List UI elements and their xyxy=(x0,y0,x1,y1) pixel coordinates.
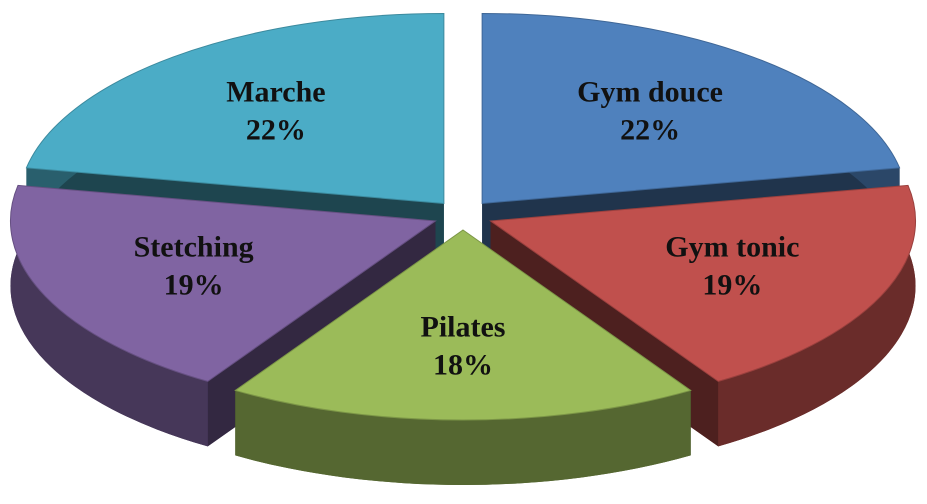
slice-value-label: 22% xyxy=(620,114,680,147)
slice-side xyxy=(718,185,916,447)
slice-label: Marche xyxy=(226,76,325,109)
slice: Pilates 18% xyxy=(234,229,692,485)
slice-value-label: 18% xyxy=(433,349,493,382)
slice-top xyxy=(234,229,692,421)
slice-side xyxy=(235,390,691,485)
slice-value-label: 19% xyxy=(702,269,762,302)
slice-label: Gym tonic xyxy=(665,231,799,264)
slice-value-label: 19% xyxy=(164,269,224,302)
slice-side xyxy=(10,185,208,447)
slice-top xyxy=(25,12,445,204)
slice-top xyxy=(489,184,917,382)
slice-label: Pilates xyxy=(421,311,506,344)
slice: Stetching 19% xyxy=(9,184,437,447)
slice-value-label: 22% xyxy=(246,114,306,147)
slice-top xyxy=(481,12,901,204)
slice-label: Gym douce xyxy=(577,76,723,109)
slice-top xyxy=(9,184,437,382)
slice-label: Stetching xyxy=(134,231,254,264)
